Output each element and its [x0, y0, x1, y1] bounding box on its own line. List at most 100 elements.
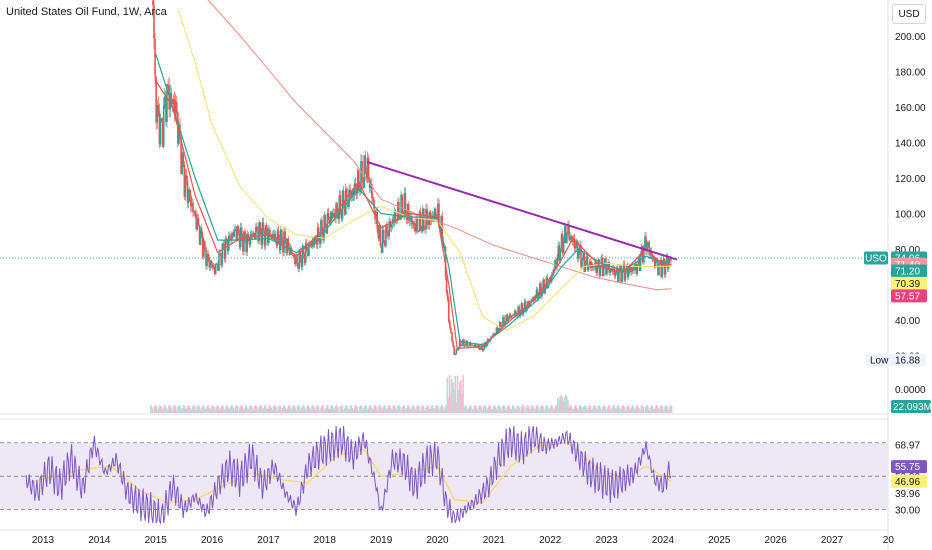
volume-bar	[296, 406, 299, 413]
volume-bar	[290, 409, 293, 413]
volume-bar	[342, 409, 345, 413]
volume-bar	[192, 405, 195, 413]
candle-body	[315, 240, 318, 245]
candle-body	[580, 245, 582, 267]
volume-bar	[563, 396, 566, 413]
currency-button[interactable]: USD	[892, 4, 926, 24]
volume-bar	[239, 407, 241, 413]
volume-bar	[447, 397, 450, 413]
volume-bar	[526, 405, 529, 413]
volume-bar	[275, 407, 277, 413]
candle-body	[456, 349, 459, 351]
volume-bar	[337, 406, 339, 413]
volume-bar	[352, 409, 355, 413]
candle-body	[304, 243, 307, 263]
candle-body	[231, 232, 233, 241]
candle-body	[618, 271, 620, 282]
candle-body	[232, 232, 234, 237]
candle-body	[416, 218, 419, 232]
volume-bar	[396, 406, 399, 413]
volume-bar	[156, 410, 159, 413]
volume-bar	[363, 407, 365, 413]
volume-bar	[492, 405, 495, 413]
candle-body	[499, 321, 502, 330]
volume-bar	[472, 409, 475, 413]
volume-bar	[325, 405, 328, 413]
volume-bar	[173, 405, 176, 413]
volume-bar	[174, 406, 177, 413]
volume-bar	[516, 406, 518, 413]
volume-bar	[180, 409, 183, 413]
volume-bar	[157, 407, 160, 413]
candle-body	[385, 224, 387, 246]
volume-bar	[504, 406, 506, 413]
candle-body	[375, 211, 377, 220]
volume-bar	[533, 408, 535, 413]
volume-bar	[372, 409, 374, 413]
candle-body	[291, 254, 294, 256]
price-tick-label: 80.00	[895, 245, 920, 256]
volume-bar	[160, 405, 162, 413]
volume-bar	[643, 410, 646, 413]
candle-body	[641, 246, 644, 263]
candle-body	[206, 254, 208, 267]
volume-bar	[644, 406, 647, 413]
candle-body	[574, 245, 577, 249]
candle-body	[658, 263, 660, 276]
candle-body	[401, 194, 403, 214]
candle-body	[157, 105, 160, 112]
candle-body	[515, 310, 517, 317]
candle-body	[505, 314, 508, 322]
volume-bar	[493, 405, 496, 413]
candle-body	[247, 234, 250, 238]
volume-bar	[490, 408, 493, 413]
candle-body	[588, 261, 591, 265]
volume-bar	[231, 405, 233, 413]
volume-bar	[207, 405, 210, 413]
candle-body	[210, 260, 213, 266]
candle-body	[410, 216, 412, 222]
volume-bar	[465, 405, 468, 413]
candle-body	[336, 203, 338, 213]
volume-bar	[299, 410, 302, 413]
volume-bar	[260, 406, 263, 413]
candle-body	[225, 238, 228, 241]
time-tick-label: 2014	[88, 535, 111, 546]
time-tick-label: 2025	[708, 535, 731, 546]
candle-body	[572, 238, 575, 242]
volume-bar	[386, 408, 389, 413]
volume-bar	[579, 405, 582, 413]
price-badge-bg	[891, 276, 927, 290]
volume-bar	[488, 405, 490, 413]
volume-bar	[256, 406, 258, 413]
candle-body	[367, 157, 370, 179]
price-tick-label: 160.00	[895, 103, 926, 114]
candle-body	[598, 259, 601, 276]
volume-bar	[298, 406, 301, 413]
candle-body	[613, 268, 616, 276]
candle-body	[605, 258, 607, 275]
volume-bar	[226, 405, 229, 413]
volume-bar	[514, 408, 516, 413]
volume-bar	[639, 409, 641, 413]
volume-bar	[573, 405, 576, 413]
volume-bar	[227, 408, 230, 413]
candle-body	[188, 189, 191, 196]
volume-bar	[582, 406, 585, 413]
volume-bar	[497, 406, 499, 413]
volume-bar	[460, 379, 462, 413]
volume-badge: 22.093M	[893, 402, 932, 413]
candle-body	[245, 237, 247, 253]
volume-bar	[400, 410, 402, 413]
volume-bar	[442, 406, 444, 413]
candle-body	[239, 227, 242, 248]
candle-body	[172, 99, 175, 105]
candle-body	[555, 260, 557, 268]
candle-body	[382, 229, 385, 243]
volume-bar	[456, 375, 459, 413]
volume-bar	[176, 410, 178, 413]
candle-body	[348, 189, 350, 208]
volume-bar	[545, 405, 548, 413]
candle-body	[510, 315, 513, 319]
